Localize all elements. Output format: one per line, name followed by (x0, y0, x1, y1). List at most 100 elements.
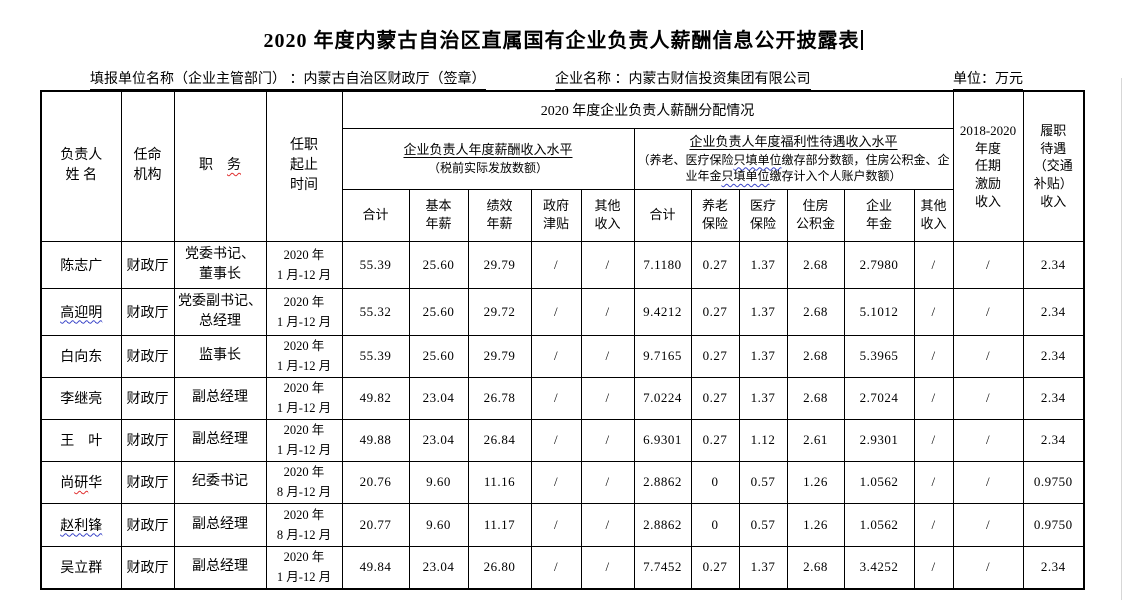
cell-agency: 财政厅 (120, 240, 175, 289)
col-header-welfare-total: 合计 (633, 188, 692, 242)
cell-value: 1.12 (738, 418, 788, 462)
cell-position: 副总经理 (173, 502, 267, 547)
cell-agency: 财政厅 (120, 418, 175, 462)
name-text: 陈志广 (60, 258, 103, 274)
cell-position: 副总经理 (173, 376, 267, 420)
cell-value: 0.9750 (1022, 460, 1085, 504)
cell-name: 尚研华 (40, 460, 122, 504)
cell-value: / (952, 240, 1024, 289)
col-header-tenure-incentive: 2018-2020 年度 任期 激励 收入 (952, 90, 1024, 242)
report-unit-text: 填报单位名称（企业主管部门） ：内蒙古自治区财政厅（签章） (90, 68, 486, 90)
cell-value: 26.80 (467, 545, 532, 590)
cell-value: / (952, 460, 1024, 504)
cell-value: 55.39 (341, 334, 410, 378)
cell-value: 1.26 (786, 502, 845, 547)
col-header-agency: 任命 机构 (120, 90, 175, 242)
cell-value: 1.37 (738, 545, 788, 590)
grammar-mark: 只填单位 (721, 168, 770, 183)
cell-name: 陈志广 (40, 240, 122, 289)
cell-value: 2.9301 (843, 418, 915, 462)
col-header-pension: 养老 保险 (690, 188, 740, 242)
salary-group-title: 企业负责人年度薪酬收入水平 (403, 141, 573, 157)
cell-value: 0 (690, 502, 740, 547)
cell-term: 2020 年 1 月-12 月 (265, 287, 343, 336)
cell-value: 0.9750 (1022, 502, 1085, 547)
cell-term: 2020 年 1 月-12 月 (265, 418, 343, 462)
name-text: 李继亮 (60, 392, 103, 407)
info-line: 填报单位名称（企业主管部门） ：内蒙古自治区财政厅（签章） 企业名称 ：内蒙古财… (0, 68, 1126, 90)
cell-term: 2020 年 1 月-12 月 (265, 376, 343, 420)
col-header-other-income: 其他 收入 (580, 188, 635, 242)
cell-value: 2.8862 (633, 502, 692, 547)
cell-value: 1.26 (786, 460, 845, 504)
cell-value: / (530, 502, 582, 547)
col-header-housing-fund: 住房 公积金 (786, 188, 845, 242)
table-body: 陈志广 财政厅 党委书记、 董事长 2020 年 1 月-12 月 55.39 25.60… (40, 240, 1085, 590)
cell-value: 2.34 (1022, 334, 1085, 378)
company-name-text: 企业名称 ：内蒙古财信投资集团有限公司 (555, 68, 811, 90)
position-label-part: 职 (199, 158, 213, 174)
table-row: 赵利锋 财政厅 副总经理 2020 年 8 月-12 月 20.77 9.60 11.17/… (40, 502, 1085, 547)
table-row: 吴立群 财政厅 副总经理 2020 年 1 月-12 月 49.84 23.04 26.80… (40, 545, 1085, 590)
cell-value: 1.0562 (843, 460, 915, 504)
salary-disclosure-table: 负责人 姓 名 任命 机构 职务 任职 起止 时间 2020 年度企业负责人薪酬… (40, 90, 1085, 590)
cell-value: 49.82 (341, 376, 410, 420)
cell-value: / (530, 240, 582, 289)
col-header-salary-total: 合计 (341, 188, 410, 242)
cell-value: / (580, 376, 635, 420)
col-group-welfare: 企业负责人年度福利性待遇收入水平 （养老、医疗保险只填单位缴存部分数额，住房公积… (633, 127, 954, 190)
cell-value: 26.84 (467, 418, 532, 462)
cell-value: 2.68 (786, 545, 845, 590)
name-text: 吴立群 (60, 561, 103, 577)
cell-value: 2.7980 (843, 240, 915, 289)
cell-value: 25.60 (408, 334, 469, 378)
welfare-group-title: 企业负责人年度福利性待遇收入水平 (689, 133, 898, 149)
title-text: 2020 年度内蒙古自治区直属国有企业负责人薪酬信息公开披露表 (263, 30, 860, 52)
cell-value: / (580, 240, 635, 289)
cell-value: 0.27 (690, 545, 740, 590)
cell-value: 29.79 (467, 240, 532, 289)
name-text: 白向东 (60, 350, 103, 365)
cell-value: 0.27 (690, 418, 740, 462)
cell-value: 25.60 (408, 287, 469, 336)
table-row: 李继亮 财政厅 副总经理 2020 年 1 月-12 月 49.82 23.04 26.78… (40, 376, 1085, 420)
cell-value: 20.77 (341, 502, 410, 547)
name-text-spellcheck: 高迎明 (60, 305, 103, 321)
cell-value: 23.04 (408, 376, 469, 420)
table-row: 王 叶 财政厅 副总经理 2020 年 1 月-12 月 49.88 23.04 26.84… (40, 418, 1085, 462)
cell-value: / (952, 334, 1024, 378)
cell-name: 王 叶 (40, 418, 122, 462)
table-row: 白向东 财政厅 监事长 2020 年 1 月-12 月 55.39 25.60 29.79/… (40, 334, 1085, 378)
cell-value: 1.37 (738, 240, 788, 289)
cell-value: 0.27 (690, 376, 740, 420)
cell-position: 副总经理 (173, 418, 267, 462)
cell-value: 9.60 (408, 502, 469, 547)
cell-value: 9.4212 (633, 287, 692, 336)
cell-value: / (530, 376, 582, 420)
cell-value: 2.68 (786, 334, 845, 378)
cell-value: / (913, 376, 954, 420)
cell-value: / (530, 418, 582, 462)
cell-value: / (913, 418, 954, 462)
name-text: 王 叶 (60, 434, 103, 449)
page-boundary-line (1121, 78, 1122, 600)
cell-value: 2.68 (786, 376, 845, 420)
cell-value: 11.16 (467, 460, 532, 504)
cell-value: 5.1012 (843, 287, 915, 336)
welfare-group-note: （养老、医疗保险只填单位缴存部分数额，住房公积金、企业年金只填单位缴存计入个人账… (637, 152, 950, 183)
cell-value: 55.39 (341, 240, 410, 289)
cell-position: 监事长 (173, 334, 267, 378)
position-label-part-spellcheck: 务 (227, 158, 241, 174)
cell-value: / (580, 287, 635, 336)
cell-value: 3.4252 (843, 545, 915, 590)
cell-value: 7.7452 (633, 545, 692, 590)
cell-value: 2.34 (1022, 418, 1085, 462)
cell-value: 6.9301 (633, 418, 692, 462)
cell-value: / (530, 334, 582, 378)
cell-value: / (952, 287, 1024, 336)
name-text: 华 (88, 476, 103, 491)
col-header-gov-subsidy: 政府 津贴 (530, 188, 582, 242)
cell-position: 副总经理 (173, 545, 267, 590)
cell-value: 55.32 (341, 287, 410, 336)
